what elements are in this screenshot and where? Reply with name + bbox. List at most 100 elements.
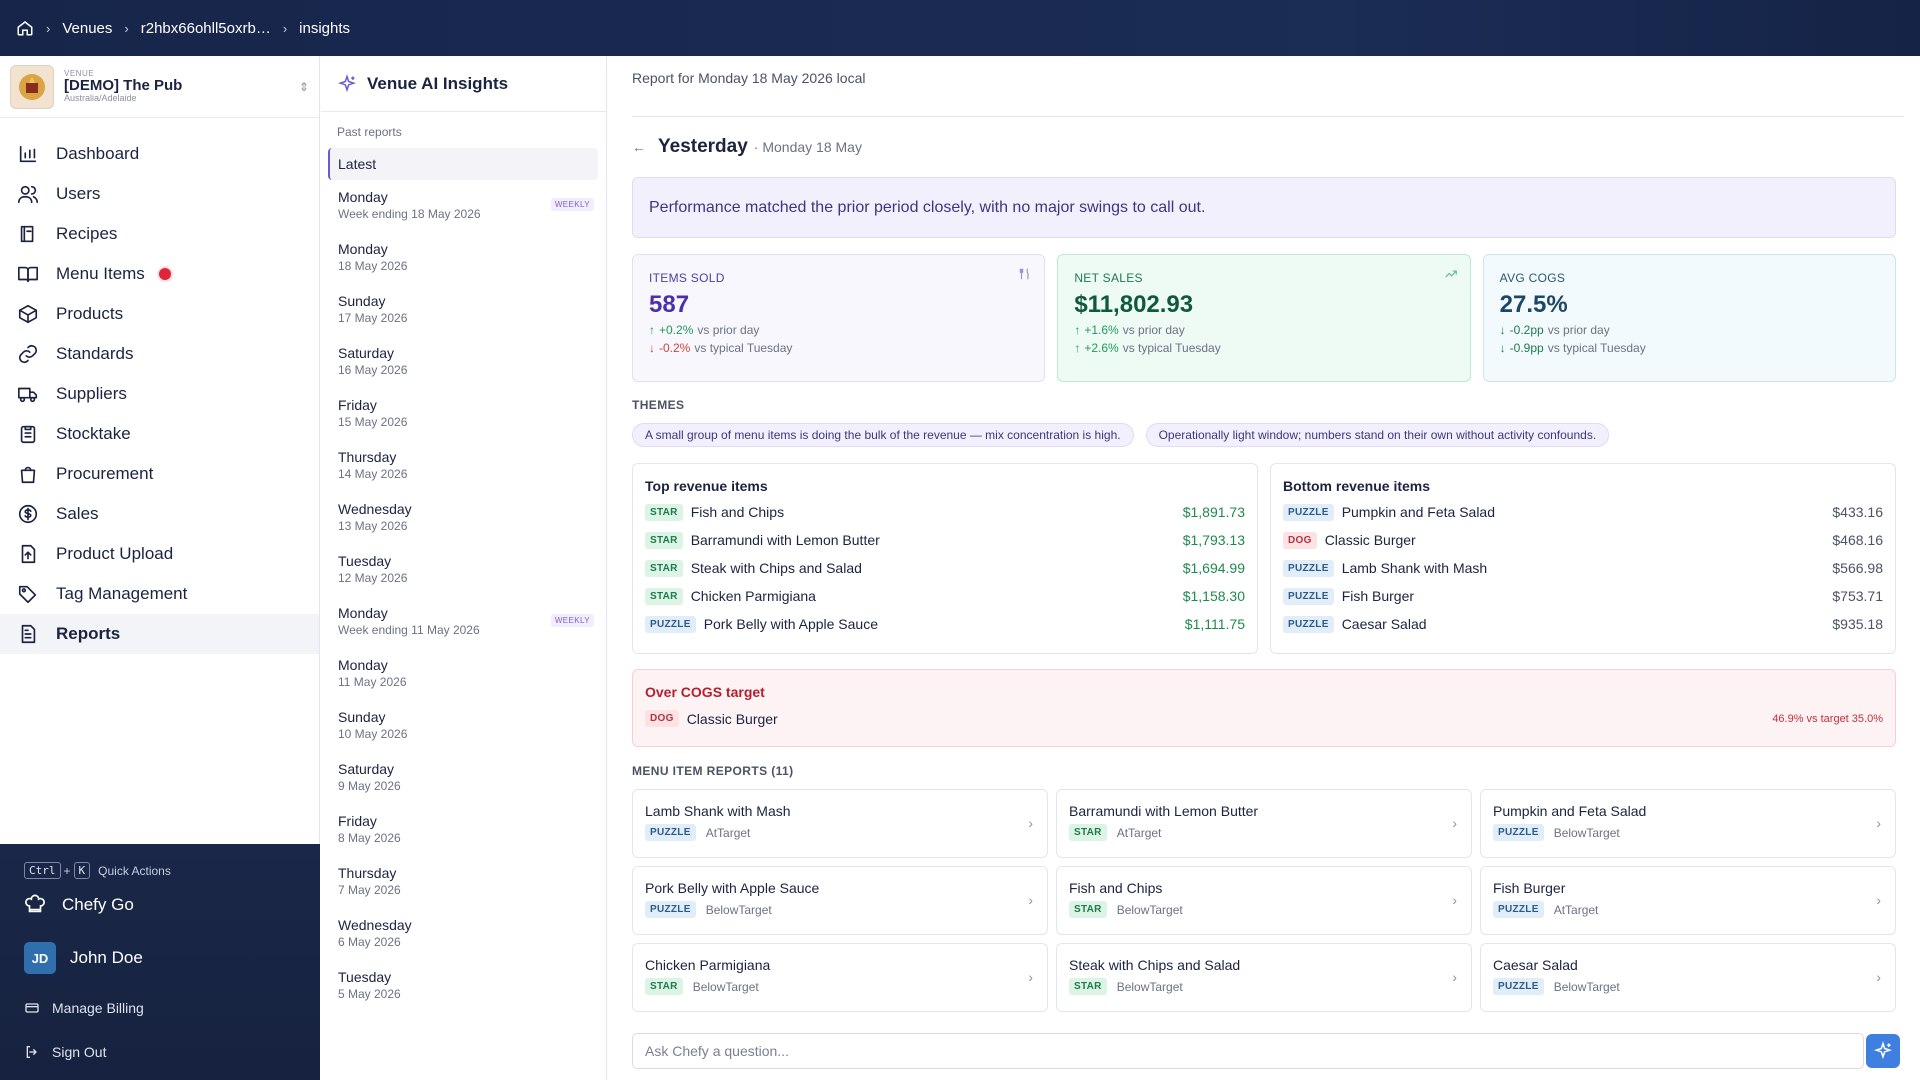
report-list-item[interactable]: Friday 8 May 2026: [321, 804, 606, 856]
kpi-label: NET SALES: [1074, 271, 1143, 285]
sidebar-item-label: Users: [56, 184, 101, 203]
classification-badge: STAR: [645, 587, 683, 605]
classification-badge: PUZZLE: [1493, 901, 1544, 918]
delta-text: vs typical Tuesday: [694, 341, 793, 355]
menu-item-name: Chicken Parmigiana: [645, 957, 771, 973]
target-status: BelowTarget: [1116, 902, 1183, 917]
summary-banner: Performance matched the prior period clo…: [632, 177, 1896, 238]
report-date: 13 May 2026: [338, 519, 408, 533]
book-icon: [16, 222, 40, 246]
ask-chefy-input[interactable]: [632, 1033, 1864, 1069]
item-name: Barramundi with Lemon Butter: [690, 532, 880, 548]
delta-value: +0.2%: [659, 323, 694, 337]
kpi-delta: ↑ +1.6% vs prior day: [1074, 323, 1453, 337]
report-date: Week ending 18 May 2026: [338, 207, 481, 221]
sidebar-item-suppliers[interactable]: Suppliers: [0, 374, 319, 414]
delta-value: -0.2%: [659, 341, 691, 355]
report-list-item[interactable]: Saturday 9 May 2026: [321, 752, 606, 804]
report-day: Wednesday: [338, 501, 412, 517]
menu-item-meta: PUZZLE AtTarget: [1493, 901, 1883, 918]
menu-item-report-card[interactable]: Barramundi with Lemon Butter STAR AtTarget…: [1056, 789, 1472, 858]
report-list-item[interactable]: Thursday 14 May 2026: [321, 440, 606, 492]
sparkles-icon: [337, 73, 357, 94]
report-list-item[interactable]: Monday Week ending 11 May 2026 WEEKLY: [321, 596, 606, 648]
sidebar-item-users[interactable]: Users: [0, 174, 319, 214]
venue-switcher[interactable]: VENUE [DEMO] The Pub Australia/Adelaide …: [0, 56, 319, 118]
target-status: BelowTarget: [1553, 979, 1620, 994]
arrow-down-icon: ↓: [1499, 323, 1506, 337]
chevron-right-icon: ›: [1876, 892, 1881, 908]
sidebar-item-recipes[interactable]: Recipes: [0, 214, 319, 254]
user-menu[interactable]: JD John Doe: [24, 942, 143, 974]
kpi-value: 587: [649, 291, 690, 318]
report-list-item[interactable]: Sunday 17 May 2026: [321, 284, 606, 336]
revenue-row: PUZZLE Caesar Salad $935.18: [1283, 610, 1883, 638]
delta-text: vs typical Tuesday: [1547, 341, 1646, 355]
chevron-up-down-icon: ⇕: [298, 79, 309, 94]
report-list-item[interactable]: Saturday 16 May 2026: [321, 336, 606, 388]
report-list-item[interactable]: Monday 11 May 2026: [321, 648, 606, 700]
manage-billing-link[interactable]: Manage Billing: [24, 1000, 144, 1016]
report-list-item[interactable]: Tuesday 12 May 2026: [321, 544, 606, 596]
sidebar-item-stocktake[interactable]: Stocktake: [0, 414, 319, 454]
report-item-latest[interactable]: Latest: [328, 148, 598, 180]
sign-out-link[interactable]: Sign Out: [24, 1044, 106, 1060]
menu-item-report-card[interactable]: Lamb Shank with Mash PUZZLE AtTarget ›: [632, 789, 1048, 858]
menu-item-report-card[interactable]: Steak with Chips and Salad STAR BelowTarge…: [1056, 943, 1472, 1012]
report-list-item[interactable]: Tuesday 5 May 2026: [321, 960, 606, 1012]
menu-item-report-card[interactable]: Caesar Salad PUZZLE BelowTarget ›: [1480, 943, 1896, 1012]
report-list-item[interactable]: Monday 18 May 2026: [321, 232, 606, 284]
report-day: Tuesday: [338, 553, 392, 569]
breadcrumb-venues[interactable]: Venues: [62, 19, 113, 37]
menu-item-report-card[interactable]: Chicken Parmigiana STAR BelowTarget ›: [632, 943, 1048, 1012]
themes-list: A small group of menu items is doing the…: [632, 423, 1610, 447]
chefy-go-button[interactable]: Chefy Go: [24, 894, 134, 916]
menu-item-meta: STAR BelowTarget: [645, 978, 1035, 995]
sidebar-item-standards[interactable]: Standards: [0, 334, 319, 374]
package-icon: [16, 302, 40, 326]
report-day: Saturday: [338, 345, 395, 361]
report-date: 18 May 2026: [338, 259, 408, 273]
arrow-up-icon: ↑: [1074, 341, 1081, 355]
report-day: Sunday: [338, 293, 386, 309]
sidebar-item-dashboard[interactable]: Dashboard: [0, 134, 319, 174]
report-date: 14 May 2026: [338, 467, 408, 481]
trending-up-icon: [1444, 267, 1458, 284]
report-list-item[interactable]: Wednesday 6 May 2026: [321, 908, 606, 960]
sidebar: VENUE [DEMO] The Pub Australia/Adelaide …: [0, 56, 320, 1080]
sidebar-item-reports[interactable]: Reports: [0, 614, 319, 654]
classification-badge: STAR: [645, 978, 683, 995]
target-status: AtTarget: [1553, 902, 1599, 917]
menu-item-report-card[interactable]: Pork Belly with Apple Sauce PUZZLE BelowTa…: [632, 866, 1048, 935]
delta-value: -0.9pp: [1509, 341, 1544, 355]
report-day: Saturday: [338, 761, 395, 777]
sidebar-item-products[interactable]: Products: [0, 294, 319, 334]
menu-item-report-card[interactable]: Fish and Chips STAR BelowTarget ›: [1056, 866, 1472, 935]
sidebar-item-label: Recipes: [56, 224, 118, 243]
sidebar-item-tag-management[interactable]: Tag Management: [0, 574, 319, 614]
home-icon[interactable]: [16, 19, 34, 37]
report-list-item[interactable]: Wednesday 13 May 2026: [321, 492, 606, 544]
report-day: Sunday: [338, 709, 386, 725]
sidebar-item-procurement[interactable]: Procurement: [0, 454, 319, 494]
menu-item-report-card[interactable]: Pumpkin and Feta Salad PUZZLE BelowTarget ›: [1480, 789, 1896, 858]
report-list-item[interactable]: Monday Week ending 18 May 2026 WEEKLY: [321, 180, 606, 232]
quick-actions-hint[interactable]: Ctrl + K Quick Actions: [24, 862, 171, 879]
reports-panel-header: Venue AI Insights: [321, 56, 606, 112]
menu-item-name: Pork Belly with Apple Sauce: [645, 880, 820, 896]
sidebar-item-sales[interactable]: Sales: [0, 494, 319, 534]
report-list-item[interactable]: Sunday 10 May 2026: [321, 700, 606, 752]
delta-value: +2.6%: [1084, 341, 1119, 355]
arrow-left-icon[interactable]: ←: [632, 139, 646, 155]
breadcrumb-venue-id[interactable]: r2hbx66ohll5oxrb…: [140, 19, 271, 37]
report-list-item[interactable]: Thursday 7 May 2026: [321, 856, 606, 908]
kpi-label: AVG COGS: [1499, 271, 1566, 285]
sidebar-item-product-upload[interactable]: Product Upload: [0, 534, 319, 574]
revenue-row: PUZZLE Pork Belly with Apple Sauce $1,111.…: [645, 610, 1245, 638]
sidebar-item-menu-items[interactable]: Menu Items: [0, 254, 319, 294]
report-list-item[interactable]: Friday 15 May 2026: [321, 388, 606, 440]
report-day: Monday: [338, 189, 388, 205]
ask-chefy-button[interactable]: [1866, 1034, 1900, 1068]
menu-item-report-card[interactable]: Fish Burger PUZZLE AtTarget ›: [1480, 866, 1896, 935]
target-status: BelowTarget: [1116, 979, 1183, 994]
